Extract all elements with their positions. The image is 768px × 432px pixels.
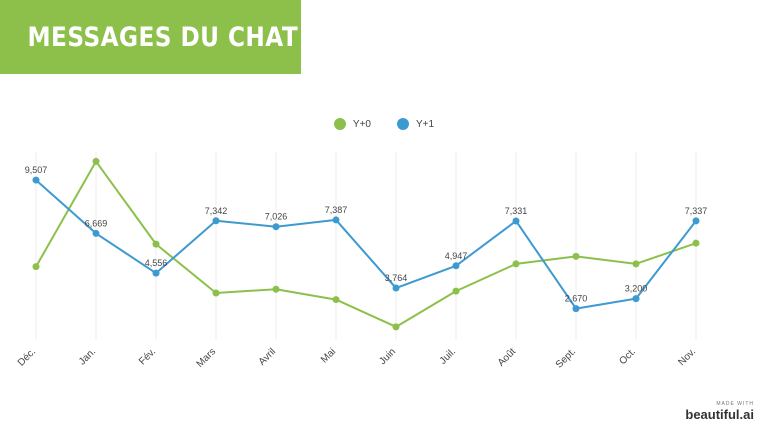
series-1-point-3	[212, 217, 220, 225]
series-1-data-label-4: 7,026	[265, 212, 288, 222]
series-1-data-label-7: 4,947	[445, 251, 468, 261]
series-line-1	[35, 179, 697, 310]
series-0-point-11	[692, 239, 700, 247]
x-tick-label-6: Juin	[377, 346, 398, 367]
x-tick-label-1: Jan.	[77, 346, 98, 367]
series-1-data-label-9: 2,670	[565, 294, 588, 304]
series-0-point-8	[512, 260, 520, 268]
series-1-data-label-1: 6,669	[85, 218, 108, 228]
title-banner: MESSAGES DU CHAT	[0, 0, 301, 74]
legend-label-y0: Y+0	[352, 118, 371, 130]
legend-swatch-y0	[333, 118, 346, 130]
series-1-data-label-0: 9,507	[25, 165, 48, 175]
x-tick-label-0: Déc.	[16, 346, 38, 368]
series-1-point-1	[92, 229, 100, 237]
series-1-data-label-6: 3,764	[385, 273, 408, 283]
series-1-point-10	[632, 295, 640, 303]
series-0-point-9	[572, 252, 580, 260]
series-1-point-7	[452, 262, 460, 270]
legend-label-y1: Y+1	[416, 118, 435, 130]
series-1-point-6	[392, 284, 400, 292]
series-0-point-10	[632, 260, 640, 268]
series-1-point-0	[32, 176, 40, 184]
brand-logo: beautiful.ai	[685, 407, 754, 422]
series-1-point-5	[332, 216, 340, 224]
series-0-point-7	[452, 287, 460, 295]
series-0-point-0	[32, 263, 40, 271]
series-0-point-1	[92, 157, 100, 165]
made-with-label: MADE WITH	[716, 401, 754, 407]
x-tick-label-10: Oct.	[617, 346, 638, 367]
x-tick-label-4: Avril	[257, 346, 278, 367]
series-1-data-label-11: 7,337	[685, 206, 708, 216]
series-1-point-4	[272, 223, 280, 231]
series-1-data-label-10: 3,200	[625, 284, 648, 294]
series-1-data-label-2: 4,556	[145, 258, 168, 268]
series-1-point-11	[692, 217, 700, 225]
x-tick-label-7: Juil.	[438, 346, 458, 366]
series-1-point-8	[512, 217, 520, 225]
series-1-point-2	[152, 269, 160, 277]
page-title: MESSAGES DU CHAT	[27, 21, 299, 53]
series-1-data-label-8: 7,331	[505, 206, 528, 216]
legend-swatch-y1	[397, 118, 409, 130]
chart-legend: Y+0 Y+1	[0, 118, 768, 130]
x-tick-label-8: Août	[496, 346, 518, 368]
series-0-point-2	[152, 240, 160, 248]
series-0-point-3	[212, 289, 220, 297]
series-1-data-label-5: 7,387	[325, 205, 348, 215]
x-tick-label-5: Mai	[319, 346, 338, 365]
x-tick-label-11: Nov.	[676, 346, 698, 368]
footer-branding: MADE WITH beautiful.ai	[685, 401, 754, 422]
series-0-point-6	[392, 323, 400, 331]
series-0-point-4	[272, 285, 280, 293]
x-tick-label-9: Sept.	[554, 346, 578, 370]
legend-item-y1: Y+1	[397, 118, 434, 130]
x-tick-label-3: Mars	[195, 346, 219, 370]
series-1-point-9	[572, 305, 580, 313]
legend-item-y0: Y+0	[333, 118, 371, 130]
x-tick-label-2: Fév.	[137, 346, 158, 367]
series-1-data-label-3: 7,342	[205, 206, 228, 216]
series-0-point-5	[332, 296, 340, 304]
series-line-0	[35, 160, 697, 328]
